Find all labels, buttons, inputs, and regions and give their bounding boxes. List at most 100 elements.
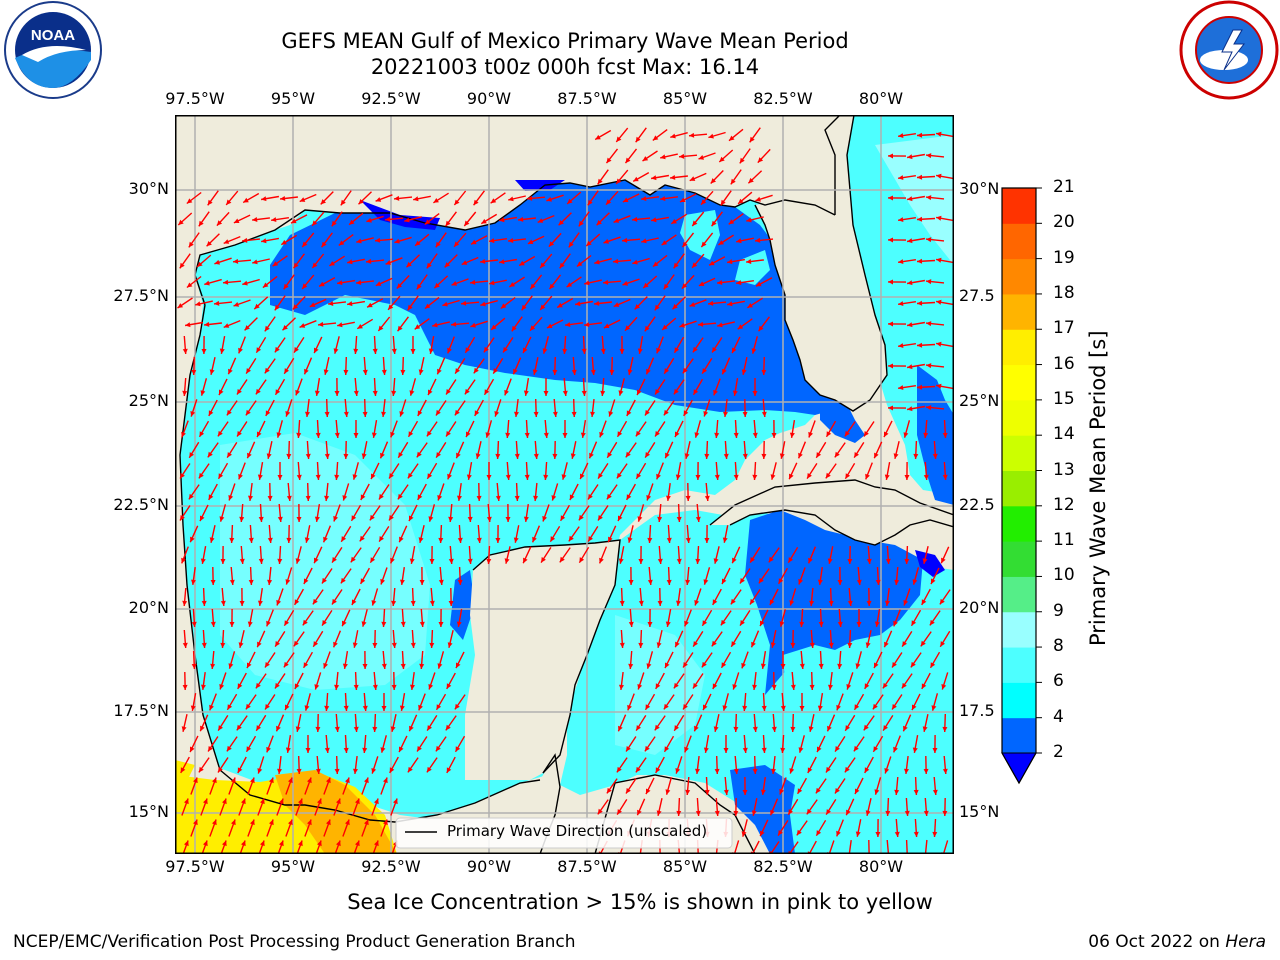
wave-direction-arrowhead <box>864 683 870 689</box>
wave-direction-arrowhead <box>760 663 766 669</box>
wave-direction-arrowhead <box>302 283 308 289</box>
wave-direction-arrowhead <box>606 157 612 164</box>
wave-direction-arrowhead <box>184 798 189 805</box>
wave-direction-arrowhead <box>770 809 775 816</box>
wave-direction-arrowhead <box>704 453 710 459</box>
wave-direction-arrowhead <box>207 451 213 458</box>
wave-direction-arrowhead <box>568 535 574 542</box>
wave-direction-arrowhead <box>332 557 337 563</box>
wave-direction-arrowhead <box>683 704 688 710</box>
wave-direction-arrowhead <box>921 683 927 689</box>
wave-direction-arrowhead <box>277 516 283 522</box>
wave-direction-arrowhead <box>220 600 226 606</box>
wave-direction-arrowhead <box>226 409 232 416</box>
wave-direction-arrowhead <box>309 302 316 307</box>
wave-direction-arrowhead <box>446 767 452 773</box>
wave-direction-arrowhead <box>343 747 349 753</box>
wave-direction-arrowhead <box>723 789 729 795</box>
wave-direction-arrowhead <box>451 321 457 327</box>
wave-direction-arrowhead <box>779 453 785 459</box>
wave-direction-arrowhead <box>742 705 748 711</box>
wave-direction-arrowhead <box>359 535 365 542</box>
wave-direction-arrow <box>924 839 928 854</box>
sea-ice-note: Sea Ice Concentration > 15% is shown in … <box>347 890 933 914</box>
wave-direction-arrowhead <box>407 766 413 773</box>
wave-direction-arrowhead <box>257 641 262 648</box>
wave-direction-arrowhead <box>541 557 546 563</box>
wave-direction-arrow <box>808 840 817 854</box>
wave-direction-arrowhead <box>873 746 879 752</box>
wave-direction-arrowhead <box>269 819 274 826</box>
wave-direction-arrowhead <box>635 430 641 437</box>
wave-direction-arrowhead <box>770 474 776 480</box>
wave-direction-arrowhead <box>717 322 723 328</box>
wave-direction-arrowhead <box>391 642 397 648</box>
wave-direction-arrowhead <box>939 598 945 605</box>
wave-direction-arrowhead <box>533 453 539 459</box>
wave-direction-arrowhead <box>672 303 678 310</box>
wave-direction-arrowhead <box>257 474 263 480</box>
colorbar-tick-label: 4 <box>1053 706 1064 727</box>
wave-direction-arrowhead <box>198 766 204 773</box>
wave-direction-arrowhead <box>751 641 756 648</box>
wave-direction-arrowhead <box>586 240 592 246</box>
wave-direction-arrowhead <box>413 196 419 202</box>
wave-direction-arrowhead <box>461 300 467 306</box>
wave-direction-arrowhead <box>299 323 306 328</box>
wave-direction-arrowhead <box>218 473 224 479</box>
wave-direction-arrowhead <box>682 367 688 374</box>
wave-direction-arrowhead <box>768 556 774 563</box>
wave-direction-arrowhead <box>337 280 343 286</box>
wave-direction-arrowhead <box>220 642 226 648</box>
lat-label-left: 20°N <box>128 598 169 617</box>
wave-direction-arrowhead <box>239 516 245 522</box>
wave-direction-arrowhead <box>210 621 216 627</box>
wave-direction-arrowhead <box>904 558 910 564</box>
wave-direction-arrowhead <box>874 789 880 795</box>
wave-direction-arrowhead <box>435 745 441 752</box>
wave-direction-arrowhead <box>258 600 263 606</box>
wave-direction-arrowhead <box>267 579 273 585</box>
wave-direction-arrowhead <box>542 515 547 522</box>
wave-direction-arrowhead <box>558 220 564 226</box>
wave-direction-arrowhead <box>654 304 660 311</box>
wave-direction-arrowhead <box>656 810 662 816</box>
wave-direction-arrowhead <box>328 301 334 306</box>
wave-direction-arrowhead <box>597 808 603 815</box>
wave-direction-arrowhead <box>565 322 571 327</box>
wave-direction-arrowhead <box>336 798 341 805</box>
wave-direction-arrowhead <box>508 238 514 243</box>
wave-direction-arrowhead <box>701 661 707 668</box>
wave-direction-arrowhead <box>247 452 252 459</box>
wave-direction-arrowhead <box>936 173 942 179</box>
wave-direction-arrowhead <box>409 558 415 564</box>
wave-direction-arrowhead <box>380 747 386 753</box>
wave-direction-arrowhead <box>760 620 765 627</box>
wave-direction-arrowhead <box>936 215 942 221</box>
wave-direction-arrowhead <box>322 620 327 626</box>
wave-direction-arrowhead <box>388 304 394 310</box>
wave-direction-arrowhead <box>418 704 423 711</box>
wave-direction-arrowhead <box>746 217 752 223</box>
wave-direction-arrowhead <box>258 516 264 522</box>
wave-direction-arrowhead <box>404 217 410 223</box>
wave-direction-arrowhead <box>856 579 862 585</box>
wave-direction-arrow <box>828 840 835 854</box>
wave-direction-arrowhead <box>808 726 814 732</box>
lat-label-left: 27.5°N <box>113 286 169 305</box>
wave-direction-arrowhead <box>523 347 528 354</box>
wave-direction-arrowhead <box>613 218 620 223</box>
wave-direction-arrowhead <box>481 218 487 224</box>
wave-direction-arrowhead <box>375 281 382 286</box>
wave-direction-arrowhead <box>847 642 853 648</box>
wave-direction-arrowhead <box>596 220 602 226</box>
wave-direction-arrowhead <box>495 453 501 459</box>
wave-direction-arrowhead <box>222 798 227 805</box>
wave-direction-arrowhead <box>495 495 501 501</box>
wave-direction-arrowhead <box>191 663 197 669</box>
wave-direction-arrowhead <box>912 704 917 711</box>
wave-direction-arrowhead <box>381 706 387 711</box>
wave-direction-arrowhead <box>461 260 468 265</box>
wave-direction-arrowhead <box>778 578 784 584</box>
wave-direction-arrowhead <box>913 831 919 837</box>
